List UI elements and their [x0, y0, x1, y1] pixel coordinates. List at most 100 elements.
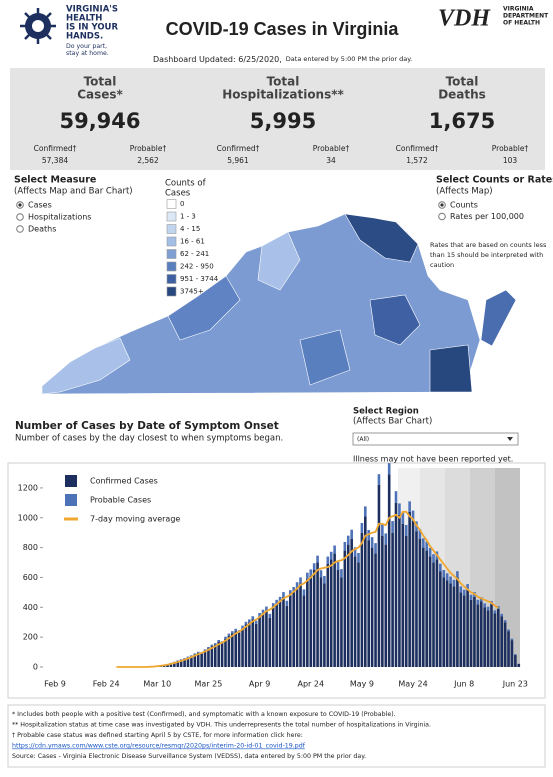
x-tick-label: Feb 24 [93, 680, 120, 689]
bar [319, 577, 323, 667]
radio-button[interactable] [16, 213, 24, 221]
stat-label: Hospitalizations** [222, 88, 344, 102]
radio-label: Hospitalizations [28, 213, 91, 222]
bar [445, 580, 449, 667]
bar [462, 589, 466, 596]
region-dropdown[interactable] [352, 432, 519, 446]
bar [340, 577, 343, 667]
bar [323, 583, 326, 667]
region-value: (All) [357, 436, 369, 443]
bar [503, 622, 507, 667]
bar [217, 639, 220, 642]
y-tick-label: 400 [23, 603, 38, 612]
chart-title: Number of Cases by Date of Symptom Onset [15, 420, 279, 432]
bar [418, 538, 422, 667]
bar [411, 520, 415, 667]
bar [179, 659, 183, 660]
footnote[interactable]: https://cdn.ymaws.com/www.cste.org/resou… [12, 743, 306, 750]
page-title: COVID-19 Cases in Virginia [166, 19, 400, 39]
bar [384, 544, 388, 667]
bar [350, 529, 353, 539]
bar [210, 644, 214, 647]
stat-sub-label: Confirmed† [217, 144, 260, 153]
bar [196, 652, 200, 667]
selector-title: (Affects Map and Bar Chart) [14, 187, 133, 197]
stat-label: Total [446, 75, 479, 89]
legend-bin-label: 0 [180, 200, 184, 208]
bar [268, 613, 272, 618]
bar [340, 569, 343, 578]
legend-bin-label: 951 - 3744 [180, 275, 219, 283]
bar [261, 609, 265, 614]
y-tick-label: 800 [23, 543, 38, 552]
bar [254, 620, 258, 624]
lag-note: Illness may not have been reported yet. [353, 455, 513, 464]
x-tick-label: Jun 8 [453, 680, 474, 689]
bar [490, 604, 493, 667]
bar [374, 553, 377, 667]
legend-swatch [166, 286, 177, 297]
bar [288, 590, 292, 596]
x-tick-label: May 9 [350, 680, 374, 689]
stat-sub-value: 1,572 [406, 156, 428, 165]
stat-value: 59,946 [59, 109, 140, 133]
bar [231, 631, 234, 634]
bar [408, 501, 411, 512]
bar [173, 662, 176, 667]
stat-label: Total [84, 75, 117, 89]
bar [329, 559, 333, 667]
vdh-name: DEPARTMENT [503, 13, 549, 20]
bar [251, 619, 255, 667]
stat-label: Cases* [77, 88, 123, 102]
bar [227, 633, 231, 636]
region-title: Select Region [353, 407, 419, 417]
bar [456, 571, 459, 578]
legend-bin-label: 242 - 950 [180, 263, 214, 271]
bar [364, 516, 367, 667]
radio-button[interactable] [438, 212, 446, 221]
vdh-name: VIRGINIA [503, 6, 534, 13]
bar [483, 603, 486, 608]
bar [251, 616, 255, 620]
stats-panel [10, 68, 545, 170]
stat-label: Total [267, 75, 300, 89]
legend-label: 7-day moving average [90, 515, 180, 524]
bar [309, 569, 313, 576]
bar [459, 586, 463, 593]
bar [312, 569, 316, 667]
bar [425, 550, 428, 667]
legend-swatch [65, 475, 77, 487]
legend-swatch [166, 261, 177, 272]
bar [306, 578, 309, 667]
bar [292, 592, 295, 667]
y-tick-label: 0 [33, 663, 38, 672]
bar [343, 550, 347, 667]
bar [241, 628, 244, 667]
legend-title: Cases [165, 189, 191, 199]
bar [268, 617, 272, 667]
bar [169, 663, 173, 667]
bar [398, 503, 401, 515]
bar [166, 664, 169, 667]
bar [248, 622, 251, 667]
bar [367, 540, 371, 667]
logo-tagline: stay at home. [66, 50, 109, 57]
stat-sub-value: 2,562 [137, 156, 159, 165]
bar [439, 571, 442, 667]
bar [449, 576, 452, 584]
bar [176, 661, 180, 667]
map[interactable] [41, 213, 517, 395]
bar [271, 603, 275, 608]
bar [319, 570, 323, 578]
legend-swatch [166, 211, 177, 222]
bar [265, 610, 268, 667]
bar [244, 621, 248, 625]
x-tick-label: May 24 [398, 680, 427, 689]
bar [439, 563, 442, 572]
radio-button[interactable] [16, 225, 24, 233]
selector-title: Select Counts or Rates [436, 175, 553, 186]
x-tick-label: Jun 23 [502, 680, 528, 689]
bar [394, 491, 398, 503]
bar [326, 556, 330, 565]
